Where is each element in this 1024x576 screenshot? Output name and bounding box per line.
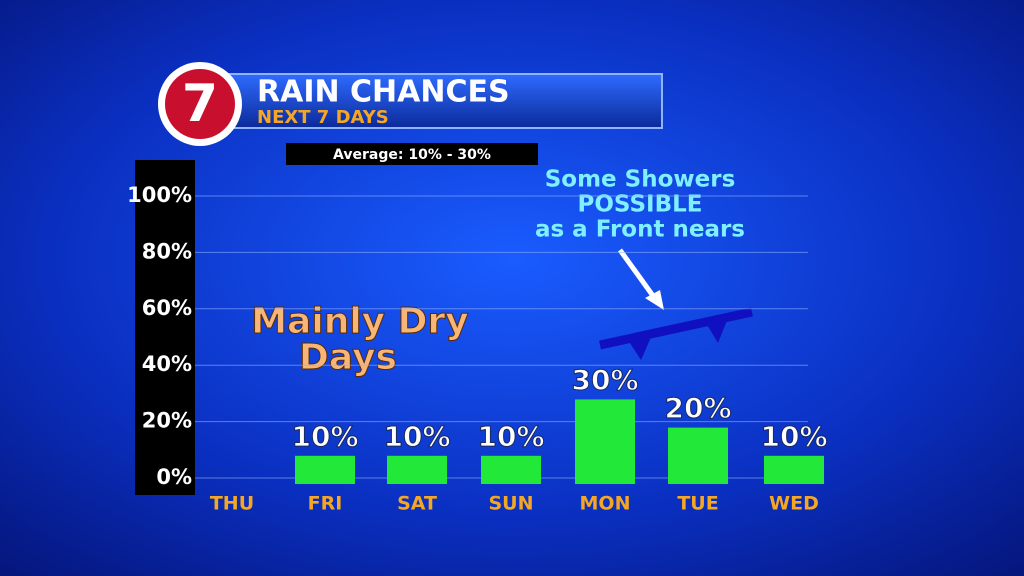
value-label: 30% <box>571 363 638 396</box>
title-box <box>224 73 663 129</box>
front-tooth <box>706 318 728 343</box>
y-tick-label: 60% <box>142 296 192 320</box>
axis-panel <box>135 160 195 495</box>
y-tick-label: 80% <box>142 239 192 263</box>
logo-disc <box>165 69 235 139</box>
y-tick-label: 40% <box>142 352 192 376</box>
annotation: as a Front nears <box>535 217 745 243</box>
arrow <box>617 248 659 302</box>
y-tick-label: 20% <box>142 409 192 433</box>
value-label: 20% <box>664 392 731 425</box>
x-tick-label: SUN <box>488 493 533 515</box>
bar <box>764 455 824 484</box>
bar <box>668 427 728 484</box>
chart-subtitle: NEXT 7 DAYS <box>257 107 389 128</box>
x-tick-label: MON <box>580 493 631 515</box>
value-label: 10% <box>760 420 827 453</box>
x-tick-label: WED <box>769 493 819 515</box>
average-note: Average: 10% - 30% <box>333 147 491 163</box>
annotation: POSSIBLE <box>578 192 703 218</box>
x-tick-label: THU <box>210 493 254 515</box>
bar <box>387 455 447 484</box>
value-label: 10% <box>291 420 358 453</box>
value-label: 10% <box>477 420 544 453</box>
cold-front <box>599 307 753 350</box>
x-tick-label: SAT <box>397 493 437 515</box>
y-tick-label: 0% <box>156 465 192 489</box>
value-label: 10% <box>383 420 450 453</box>
front-tooth <box>628 335 652 360</box>
arrow-head <box>645 290 664 310</box>
logo: 7 <box>182 74 218 134</box>
bar <box>575 399 635 484</box>
x-tick-label: FRI <box>308 493 343 515</box>
bar <box>481 455 541 484</box>
note-box <box>286 143 538 165</box>
x-tick-label: TUE <box>677 493 718 515</box>
annotation: Mainly Dry <box>251 301 469 342</box>
bar <box>295 455 355 484</box>
y-tick-label: 100% <box>127 183 192 207</box>
annotation: Days <box>299 337 397 378</box>
chart-title: RAIN CHANCES <box>257 75 510 110</box>
annotation: Some Showers <box>545 167 736 193</box>
